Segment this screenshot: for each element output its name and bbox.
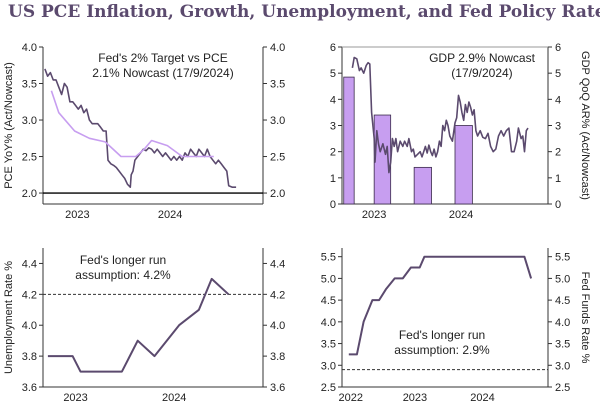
y-tick-label-left: 3.0 bbox=[321, 360, 336, 372]
y-tick-label-right: 3.0 bbox=[270, 115, 285, 127]
y-tick-label-right: 3.0 bbox=[555, 360, 570, 372]
annotation-text: 2.1% Nowcast (17/9/2024) bbox=[92, 66, 233, 80]
y-tick-label-left: 3.6 bbox=[22, 382, 37, 394]
annotation-text: Fed's longer run bbox=[80, 253, 166, 267]
y-tick-label-left: 4.4 bbox=[22, 258, 37, 270]
y-tick-label-right: 4.4 bbox=[270, 258, 285, 270]
y-tick-label-right: 3.5 bbox=[270, 79, 285, 91]
gdp-bar bbox=[454, 125, 473, 205]
y-tick-label-left: 3.8 bbox=[22, 351, 37, 363]
x-tick-label: 2022 bbox=[339, 392, 363, 404]
y-tick-label-right: 5.5 bbox=[555, 252, 570, 264]
y-tick-label-left: 2.5 bbox=[321, 382, 336, 394]
y-tick-label-right: 4 bbox=[555, 94, 561, 106]
series-line bbox=[50, 90, 214, 158]
y-tick-label-left: 3.5 bbox=[321, 339, 336, 351]
y-axis-title: Fed Funds Rate % bbox=[579, 272, 591, 364]
x-tick-label: 2024 bbox=[158, 209, 182, 221]
y-tick-label-left: 2.5 bbox=[22, 152, 37, 164]
y-tick-label-right: 2.5 bbox=[555, 382, 570, 394]
y-tick-label-left: 2.0 bbox=[22, 188, 37, 200]
y-tick-label-right: 3 bbox=[555, 121, 561, 133]
x-tick-label: 2024 bbox=[162, 392, 186, 404]
y-tick-label-right: 2 bbox=[555, 147, 561, 159]
y-tick-label-right: 5.0 bbox=[555, 273, 570, 285]
y-tick-label-right: 4.0 bbox=[270, 320, 285, 332]
y-tick-label-left: 5.0 bbox=[321, 273, 336, 285]
y-tick-label-left: 5 bbox=[330, 68, 336, 80]
y-axis-title: PCE YoY% (Act/Nowcast) bbox=[3, 62, 15, 189]
y-tick-label-left: 4.0 bbox=[321, 317, 336, 329]
y-tick-label-right: 2.0 bbox=[270, 188, 285, 200]
y-tick-label-right: 3.6 bbox=[270, 382, 285, 394]
y-tick-label-right: 5 bbox=[555, 68, 561, 80]
y-tick-label-left: 0 bbox=[330, 199, 336, 211]
y-tick-label-right: 4.0 bbox=[555, 317, 570, 329]
y-tick-label-left: 2 bbox=[330, 147, 336, 159]
annotation-text: Fed's 2% Target vs PCE bbox=[98, 51, 227, 65]
y-tick-label-right: 3.5 bbox=[555, 339, 570, 351]
y-tick-label-left: 3 bbox=[330, 121, 336, 133]
x-tick-label: 2023 bbox=[362, 209, 386, 221]
y-axis-title: Unemployment Rate % bbox=[3, 261, 15, 374]
y-tick-label-right: 4.5 bbox=[555, 295, 570, 307]
y-tick-label-left: 4.5 bbox=[321, 295, 336, 307]
gdp-bar bbox=[413, 166, 432, 205]
y-tick-label-left: 4.0 bbox=[22, 42, 37, 54]
x-tick-label: 2024 bbox=[449, 209, 473, 221]
y-tick-label-left: 1 bbox=[330, 173, 336, 185]
x-tick-label: 2024 bbox=[470, 392, 494, 404]
y-tick-label-right: 1 bbox=[555, 173, 561, 185]
annotation-text: assumption: 2.9% bbox=[394, 343, 490, 357]
series-line bbox=[44, 68, 237, 188]
x-tick-label: 2023 bbox=[403, 392, 427, 404]
x-tick-label: 2023 bbox=[63, 392, 87, 404]
y-tick-label-left: 4.2 bbox=[22, 289, 37, 301]
y-tick-label-left: 5.5 bbox=[321, 252, 336, 264]
y-tick-label-right: 4.2 bbox=[270, 289, 285, 301]
y-tick-label-left: 4.0 bbox=[22, 320, 37, 332]
series-line bbox=[47, 277, 230, 373]
series-line bbox=[351, 56, 529, 174]
y-tick-label-right: 6 bbox=[555, 42, 561, 54]
y-tick-label-left: 3.5 bbox=[22, 79, 37, 91]
y-axis-title: GDP QoQ AR% (Act/Nowcast) bbox=[579, 51, 591, 200]
annotation-text: (17/9/2024) bbox=[451, 66, 512, 80]
y-tick-label-left: 3.0 bbox=[22, 115, 37, 127]
y-tick-label-left: 4 bbox=[330, 94, 336, 106]
gdp-bar bbox=[343, 76, 355, 205]
y-tick-label-right: 4.0 bbox=[270, 42, 285, 54]
y-tick-label-right: 0 bbox=[555, 199, 561, 211]
y-tick-label-left: 6 bbox=[330, 42, 336, 54]
annotation-text: assumption: 4.2% bbox=[75, 268, 171, 282]
series-line bbox=[348, 255, 533, 356]
annotation-text: Fed's longer run bbox=[399, 328, 485, 342]
annotation-text: GDP 2.9% Nowcast bbox=[429, 51, 535, 65]
page-title: US PCE Inflation, Growth, Unemployment, … bbox=[8, 2, 600, 22]
y-tick-label-right: 2.5 bbox=[270, 152, 285, 164]
x-tick-label: 2023 bbox=[65, 209, 89, 221]
y-tick-label-right: 3.8 bbox=[270, 351, 285, 363]
